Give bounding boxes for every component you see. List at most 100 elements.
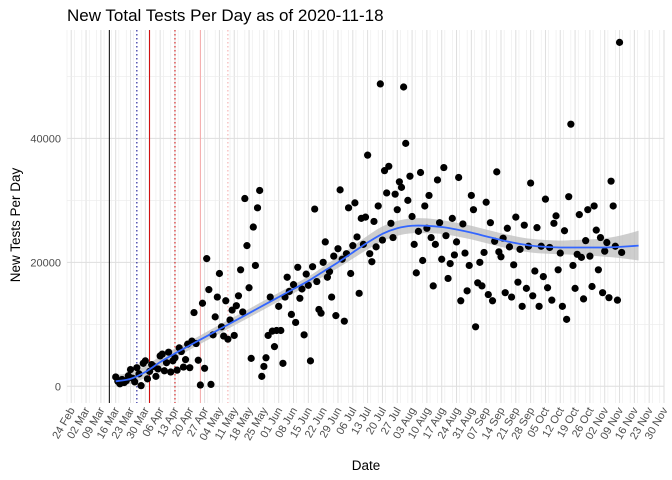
data-point <box>277 326 285 335</box>
data-point <box>256 186 264 195</box>
data-point <box>425 191 433 200</box>
data-point <box>501 289 509 297</box>
data-point <box>215 269 224 278</box>
data-point <box>292 318 300 327</box>
data-point <box>558 302 566 310</box>
data-point <box>535 302 543 310</box>
data-point <box>416 168 425 177</box>
data-point <box>615 38 624 46</box>
data-point <box>560 227 569 235</box>
data-point <box>450 251 459 259</box>
data-point <box>308 263 317 271</box>
data-point <box>433 176 442 184</box>
data-point <box>442 232 450 240</box>
data-point <box>569 261 577 270</box>
data-point <box>207 380 215 389</box>
y-tick-label: 40000 <box>30 133 61 145</box>
data-point <box>165 348 173 356</box>
data-point <box>317 309 325 317</box>
data-point <box>448 214 456 222</box>
data-point <box>334 245 342 253</box>
data-point <box>414 227 423 235</box>
data-point <box>505 243 514 251</box>
data-point <box>279 359 287 367</box>
data-point <box>575 211 583 219</box>
data-point <box>300 331 308 339</box>
data-point <box>167 368 175 376</box>
data-point <box>440 163 448 172</box>
data-point <box>429 282 437 290</box>
data-point <box>298 285 306 293</box>
data-point <box>158 350 166 358</box>
data-point <box>270 343 279 351</box>
data-point <box>497 253 505 261</box>
data-point <box>201 364 209 372</box>
data-point <box>461 249 469 257</box>
data-point <box>552 212 560 220</box>
data-point <box>347 269 355 278</box>
data-point <box>599 289 607 297</box>
x-axis-title: Date <box>352 458 381 473</box>
data-point <box>194 356 202 364</box>
data-point <box>351 199 359 207</box>
data-point <box>181 356 190 364</box>
data-point <box>374 202 382 210</box>
data-point <box>332 312 340 320</box>
data-point <box>516 245 524 253</box>
data-point <box>522 284 530 292</box>
data-point <box>319 258 327 266</box>
data-point <box>287 310 295 318</box>
data-point <box>543 284 552 292</box>
data-point <box>296 294 304 302</box>
data-point <box>419 256 427 265</box>
data-point <box>232 302 240 310</box>
data-point <box>186 364 194 372</box>
data-point <box>588 282 596 291</box>
data-point <box>361 213 370 221</box>
y-axis-ticks: 0 20000 40000 <box>30 133 61 393</box>
data-point <box>590 202 598 210</box>
data-point <box>133 364 141 372</box>
data-point <box>410 240 418 248</box>
data-point <box>203 255 211 263</box>
data-point <box>404 196 412 204</box>
data-point <box>397 183 406 191</box>
data-point <box>131 378 139 386</box>
data-point <box>613 296 622 304</box>
data-points <box>112 38 626 390</box>
data-point <box>266 293 274 301</box>
data-point <box>237 266 245 274</box>
data-point <box>262 354 270 362</box>
data-point <box>222 297 230 305</box>
data-point <box>431 240 439 248</box>
data-point <box>584 206 592 214</box>
data-point <box>372 243 380 251</box>
data-point <box>592 226 600 234</box>
data-point <box>294 263 302 271</box>
data-point <box>141 357 149 365</box>
data-point <box>582 237 590 245</box>
smooth-line <box>115 224 639 383</box>
data-point <box>336 186 344 194</box>
data-point <box>603 238 611 247</box>
data-point <box>323 273 331 281</box>
data-point <box>313 277 321 286</box>
y-tick-label: 0 <box>55 381 61 393</box>
data-point <box>529 292 537 300</box>
data-point <box>247 354 255 362</box>
data-point <box>539 273 547 281</box>
data-point <box>198 299 207 307</box>
data-point <box>190 308 198 317</box>
data-point <box>239 308 247 316</box>
data-point <box>395 178 403 186</box>
data-point <box>245 284 253 292</box>
data-point <box>171 354 179 362</box>
data-point <box>160 367 168 375</box>
data-point <box>353 233 361 241</box>
data-point <box>527 179 535 187</box>
data-point <box>260 362 268 371</box>
data-point <box>438 255 446 263</box>
data-point <box>455 173 463 182</box>
